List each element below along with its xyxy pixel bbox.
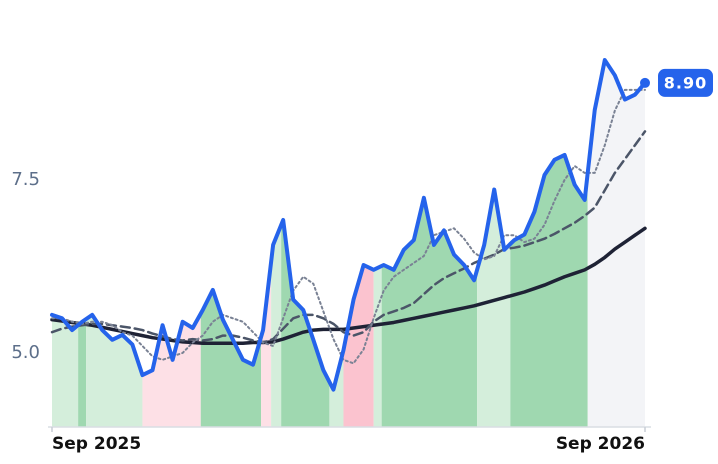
plot: 5.0 7.5 Sep 2025 Sep 2026 8.90 bbox=[11, 58, 713, 454]
band bbox=[510, 60, 588, 427]
band bbox=[373, 60, 382, 427]
x-tick-label: Sep 2025 bbox=[52, 434, 141, 454]
y-tick-label: 5.0 bbox=[11, 342, 40, 363]
band bbox=[200, 60, 262, 427]
series-line bbox=[50, 58, 647, 392]
band bbox=[271, 60, 282, 427]
band bbox=[52, 60, 79, 427]
band bbox=[261, 60, 272, 427]
band bbox=[78, 60, 87, 427]
band bbox=[343, 60, 374, 427]
series-line bbox=[51, 88, 646, 365]
band bbox=[477, 60, 511, 427]
y-tick-label: 7.5 bbox=[11, 169, 40, 190]
band bbox=[86, 60, 143, 427]
value-pill bbox=[658, 68, 713, 97]
x-tick-label: Sep 2026 bbox=[556, 434, 645, 454]
band bbox=[587, 60, 645, 427]
band bbox=[381, 60, 478, 427]
value-label: 8.90 bbox=[664, 73, 707, 92]
last-point bbox=[640, 77, 650, 88]
band bbox=[329, 60, 344, 427]
